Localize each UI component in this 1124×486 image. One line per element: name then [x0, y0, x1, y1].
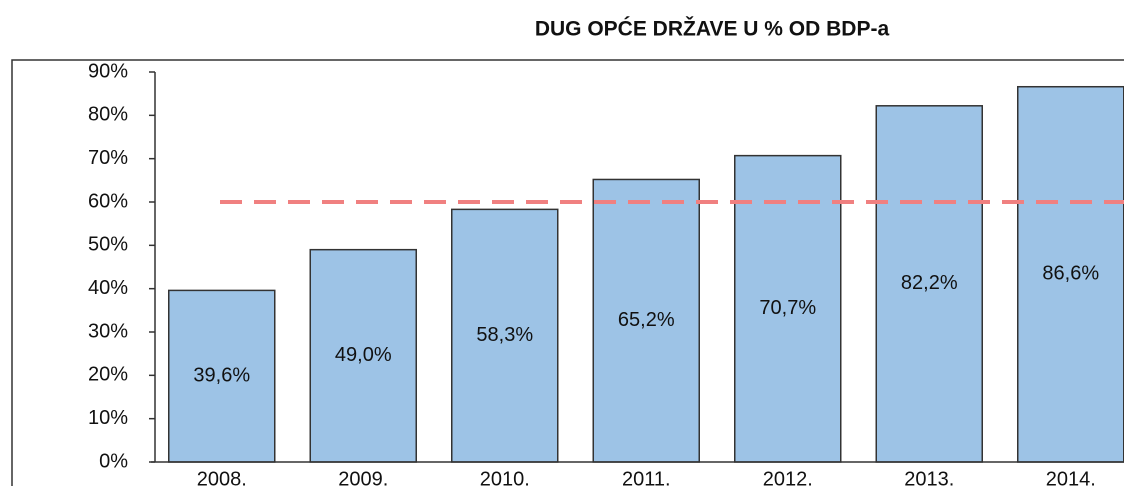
y-tick-label: 70%: [88, 147, 128, 169]
value-label: 86,6%: [1042, 263, 1099, 285]
y-tick-label: 20%: [88, 364, 128, 386]
y-tick-label: 40%: [88, 277, 128, 299]
bar: [309, 248, 417, 463]
bar: [734, 154, 842, 463]
y-tick-label: 30%: [88, 320, 128, 342]
chart-title: DUG OPĆE DRŽAVE U % OD BDP-a: [535, 17, 890, 41]
bar: [1017, 85, 1124, 463]
y-tick-label: 90%: [88, 60, 128, 82]
x-tick-label: 2014.: [1046, 468, 1096, 486]
y-tick-label: 10%: [88, 407, 128, 429]
value-label: 58,3%: [476, 324, 533, 346]
value-label: 65,2%: [618, 309, 675, 331]
x-tick-label: 2011.: [622, 468, 671, 486]
x-tick-label: 2009.: [338, 468, 388, 486]
y-tick-label: 60%: [88, 190, 128, 212]
bar: [875, 105, 983, 463]
x-tick-label: 2008.: [197, 468, 247, 486]
value-label: 82,2%: [901, 272, 958, 294]
value-label: 49,0%: [335, 344, 392, 366]
plot-frame: [11, 59, 1124, 486]
y-tick-label: 80%: [88, 104, 128, 126]
y-tick-label: 50%: [88, 234, 128, 256]
value-label: 70,7%: [759, 297, 816, 319]
value-label: 39,6%: [193, 364, 250, 386]
x-tick-label: 2012.: [763, 468, 813, 486]
x-tick-label: 2010.: [480, 468, 530, 486]
x-tick-label: 2013.: [904, 468, 954, 486]
bar: [168, 289, 276, 463]
y-tick-label: 0%: [99, 450, 128, 472]
